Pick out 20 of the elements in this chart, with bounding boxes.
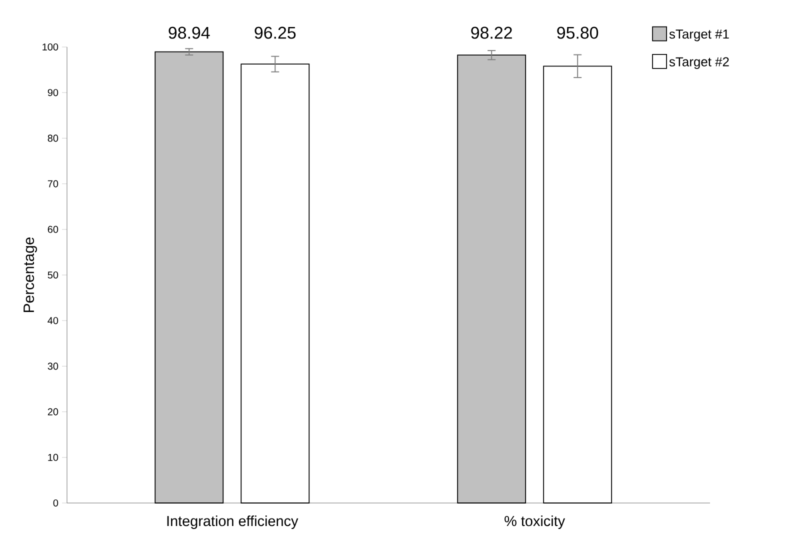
x-tick-label: % toxicity [504,516,566,529]
legend-label: sTarget #2 [669,57,729,69]
y-tick-label: 80 [48,134,58,142]
y-tick-label: 50 [48,271,58,279]
data-label: 98.22 [471,26,512,39]
y-tick-label: 90 [48,89,58,96]
x-tick-label: Integration efficiency [167,516,298,529]
y-tick-label: 100 [42,43,58,51]
y-tick-label: 60 [48,226,58,233]
y-tick-label: 30 [48,362,58,370]
y-tick-label: 10 [48,454,58,461]
y-axis-title: Percentage [24,237,38,312]
y-tick-label: 70 [48,180,58,188]
data-label: 98.94 [168,26,210,39]
y-tick-label: 20 [48,408,58,416]
data-label: 95.80 [557,26,598,39]
legend-label: sTarget #1 [669,30,729,42]
y-tick-label: 0 [53,499,58,507]
data-label: 96.25 [254,26,296,39]
y-tick-label: 40 [48,317,58,324]
